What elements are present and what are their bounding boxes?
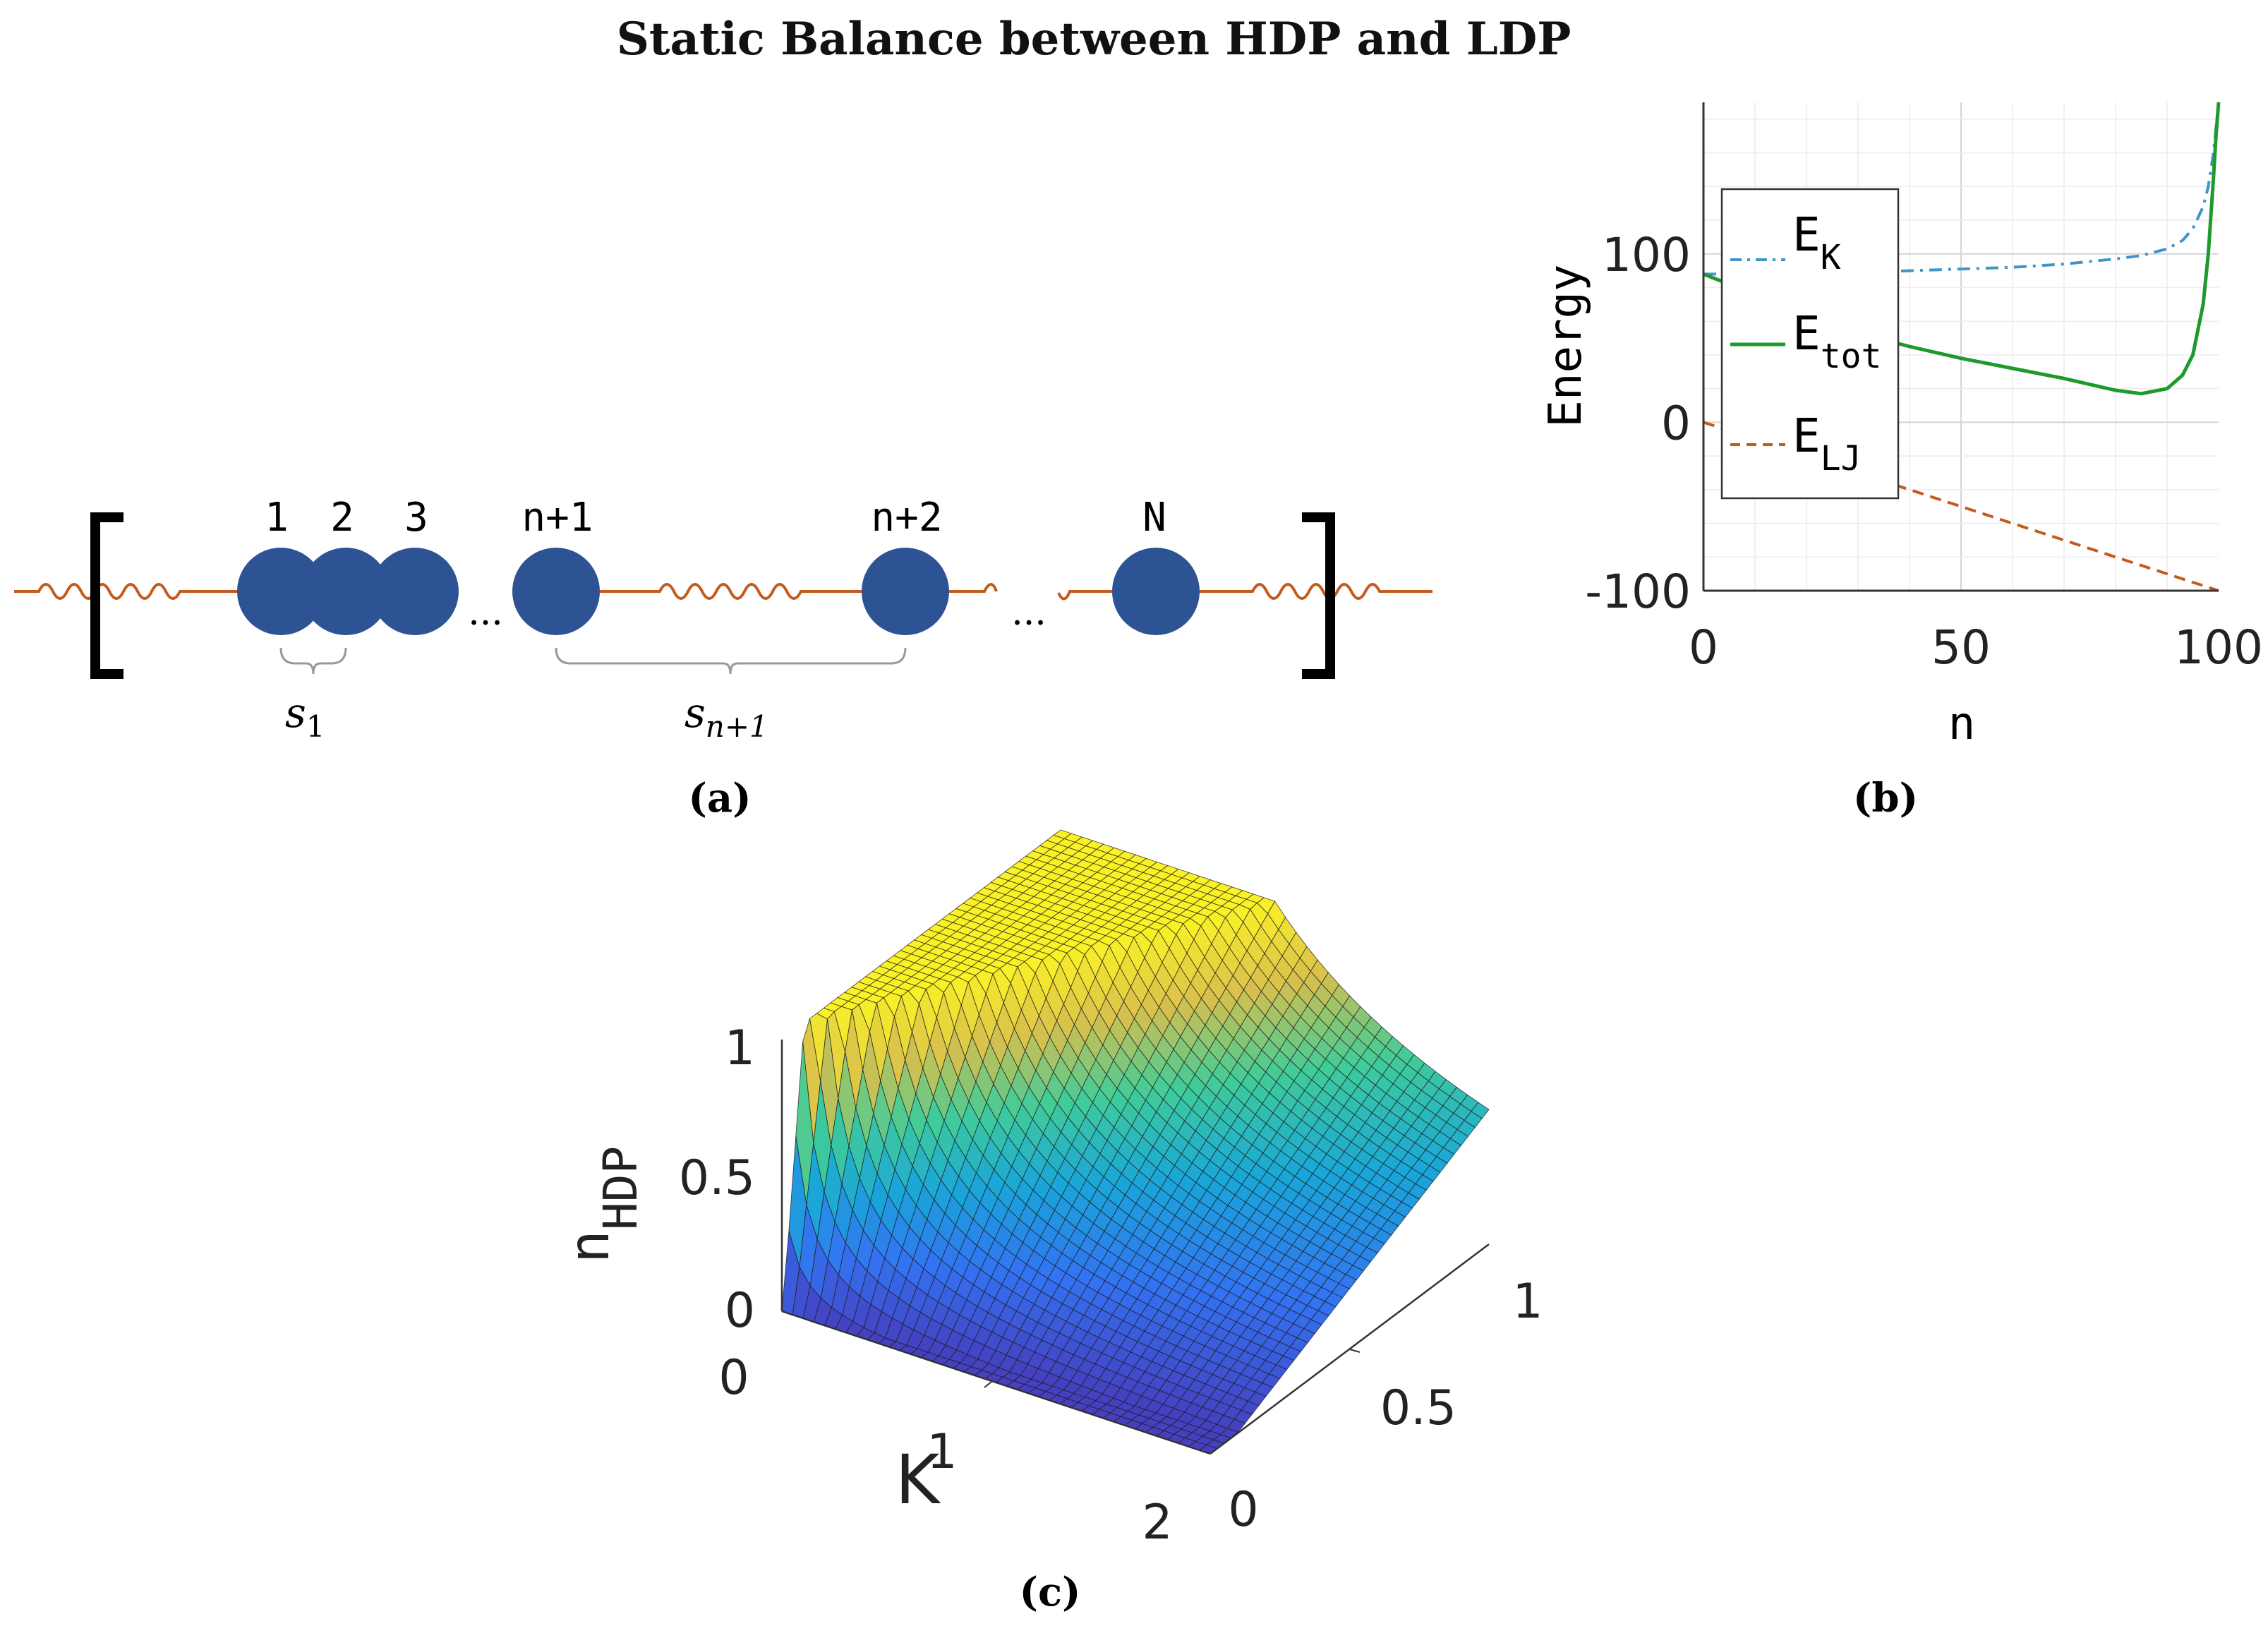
particle-N <box>1112 548 1200 635</box>
particle-label-2: 2 <box>330 495 354 541</box>
gap-label-s1: s1 <box>285 689 325 744</box>
legend-label-elj: ELJ <box>1792 409 1862 478</box>
particle-n2 <box>862 548 949 635</box>
particle-label-3: 3 <box>404 495 428 541</box>
x-axis-label: n <box>1948 698 1976 750</box>
z-axis-label: nHDP <box>558 1146 648 1263</box>
ellipsis-1: ... <box>468 591 503 634</box>
right-bracket <box>1302 512 1335 679</box>
y-tick-label: -100 <box>1585 565 1691 619</box>
spring-right <box>1193 583 1432 600</box>
y-axis-label: Energy <box>1540 264 1592 427</box>
legend-label-etot: Etot <box>1792 306 1881 376</box>
z-tick-half: 0.5 <box>679 1150 755 1206</box>
y-tick-label-1: 1 <box>1512 1274 1543 1330</box>
k-tick-label-0: 0 <box>718 1350 749 1406</box>
x-tick-label: 50 <box>1931 620 1991 675</box>
right-axis-line <box>1210 1243 1490 1455</box>
particle-n1 <box>512 548 600 635</box>
spring-right-of-n2 <box>939 583 998 593</box>
x-tick-label: 0 <box>1689 620 1718 675</box>
legend: EK Etot ELJ <box>1720 188 1900 500</box>
particle-label-N: N <box>1142 495 1166 541</box>
y-tick-label-0: 0 <box>1228 1482 1258 1538</box>
particle-2 <box>302 548 390 635</box>
panel-label-c: (c) <box>1019 1569 1080 1615</box>
y-tick-label: 100 <box>1602 228 1691 282</box>
brace-sn1 <box>555 647 907 675</box>
surface-tick-labels: 1 0.5 0 0 1 2 0 0.5 1 <box>679 1020 1543 1550</box>
spring-left-of-N <box>1057 590 1122 601</box>
brace-s1 <box>279 647 347 675</box>
r-tick-half <box>1349 1349 1361 1353</box>
panel-a-schematic: 1 2 3 n+1 n+2 N ... ... s1 sn+1 (a) <box>14 495 1432 821</box>
particle-1 <box>237 548 325 635</box>
x-tick-label: 100 <box>2174 620 2263 675</box>
panel-label-a: (a) <box>688 775 751 821</box>
gap-label-sn1: sn+1 <box>684 689 768 744</box>
panel-c-surface-plot: 1 0.5 0 0 1 2 0 0.5 1 K nHDP (c) <box>558 829 1543 1615</box>
particle-3 <box>371 548 459 635</box>
panel-label-b: (b) <box>1853 775 1918 821</box>
particle-label-n1: n+1 <box>521 495 593 541</box>
figure-title: Static Balance between HDP and LDP <box>616 13 1572 66</box>
legend-label-ek: EK <box>1792 207 1841 277</box>
y-tick-label: 0 <box>1661 396 1691 450</box>
k-axis-label: K <box>895 1440 941 1519</box>
surface-mesh <box>781 829 1490 1455</box>
k-tick-1 <box>984 1381 992 1388</box>
z-tick-0: 0 <box>725 1283 755 1339</box>
k-axis-line <box>781 1310 1211 1455</box>
y-tick-label-half: 0.5 <box>1380 1380 1456 1436</box>
series-ek-line <box>1703 102 2220 276</box>
spring-left <box>14 583 240 600</box>
ellipsis-2: ... <box>1011 591 1046 634</box>
k-tick-label-2: 2 <box>1142 1495 1172 1550</box>
particle-label-n2: n+2 <box>871 495 942 541</box>
particle-label-1: 1 <box>265 495 289 541</box>
left-bracket <box>90 512 123 679</box>
spring-middle <box>593 583 875 600</box>
z-tick-1: 1 <box>725 1020 755 1076</box>
k-tick-label-1: 1 <box>927 1424 957 1480</box>
